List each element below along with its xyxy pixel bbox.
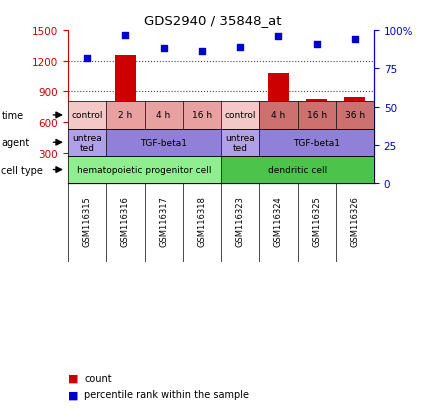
Text: GSM116318: GSM116318 — [197, 196, 207, 246]
Text: TGF-beta1: TGF-beta1 — [293, 138, 340, 147]
Text: ■: ■ — [68, 389, 79, 399]
Text: agent: agent — [1, 138, 29, 148]
Text: untrea
ted: untrea ted — [225, 133, 255, 152]
Text: percentile rank within the sample: percentile rank within the sample — [84, 389, 249, 399]
Point — [275, 34, 282, 40]
Text: 16 h: 16 h — [192, 111, 212, 120]
Text: GDS2940 / 35848_at: GDS2940 / 35848_at — [144, 14, 281, 27]
Text: GSM116316: GSM116316 — [121, 196, 130, 246]
Point — [313, 41, 320, 48]
Text: ■: ■ — [68, 373, 79, 383]
Point — [198, 49, 205, 56]
Text: dendritic cell: dendritic cell — [268, 166, 327, 175]
Bar — [344, 98, 366, 184]
Text: GSM116325: GSM116325 — [312, 196, 321, 246]
Text: GSM116315: GSM116315 — [82, 196, 92, 246]
Text: 36 h: 36 h — [345, 111, 365, 120]
Text: control: control — [224, 111, 256, 120]
Bar — [268, 74, 289, 184]
Text: GSM116326: GSM116326 — [350, 196, 360, 246]
Point — [84, 55, 91, 62]
Text: 16 h: 16 h — [306, 111, 327, 120]
Point — [160, 46, 167, 52]
Bar — [153, 137, 174, 184]
Text: GSM116317: GSM116317 — [159, 196, 168, 246]
Text: 4 h: 4 h — [271, 111, 286, 120]
Text: untrea
ted: untrea ted — [72, 133, 102, 152]
Text: count: count — [84, 373, 112, 383]
Text: 4 h: 4 h — [156, 111, 171, 120]
Point — [237, 45, 244, 51]
Bar — [191, 144, 212, 184]
Bar — [230, 119, 251, 184]
Text: TGF-beta1: TGF-beta1 — [140, 138, 187, 147]
Bar — [306, 100, 327, 184]
Text: hematopoietic progenitor cell: hematopoietic progenitor cell — [77, 166, 212, 175]
Text: 2 h: 2 h — [118, 111, 133, 120]
Text: control: control — [71, 111, 103, 120]
Bar — [76, 155, 98, 184]
Bar — [115, 55, 136, 184]
Text: GSM116324: GSM116324 — [274, 196, 283, 246]
Text: cell type: cell type — [1, 165, 43, 175]
Point — [122, 32, 129, 39]
Point — [351, 37, 358, 43]
Text: GSM116323: GSM116323 — [235, 196, 245, 246]
Text: time: time — [1, 111, 23, 121]
